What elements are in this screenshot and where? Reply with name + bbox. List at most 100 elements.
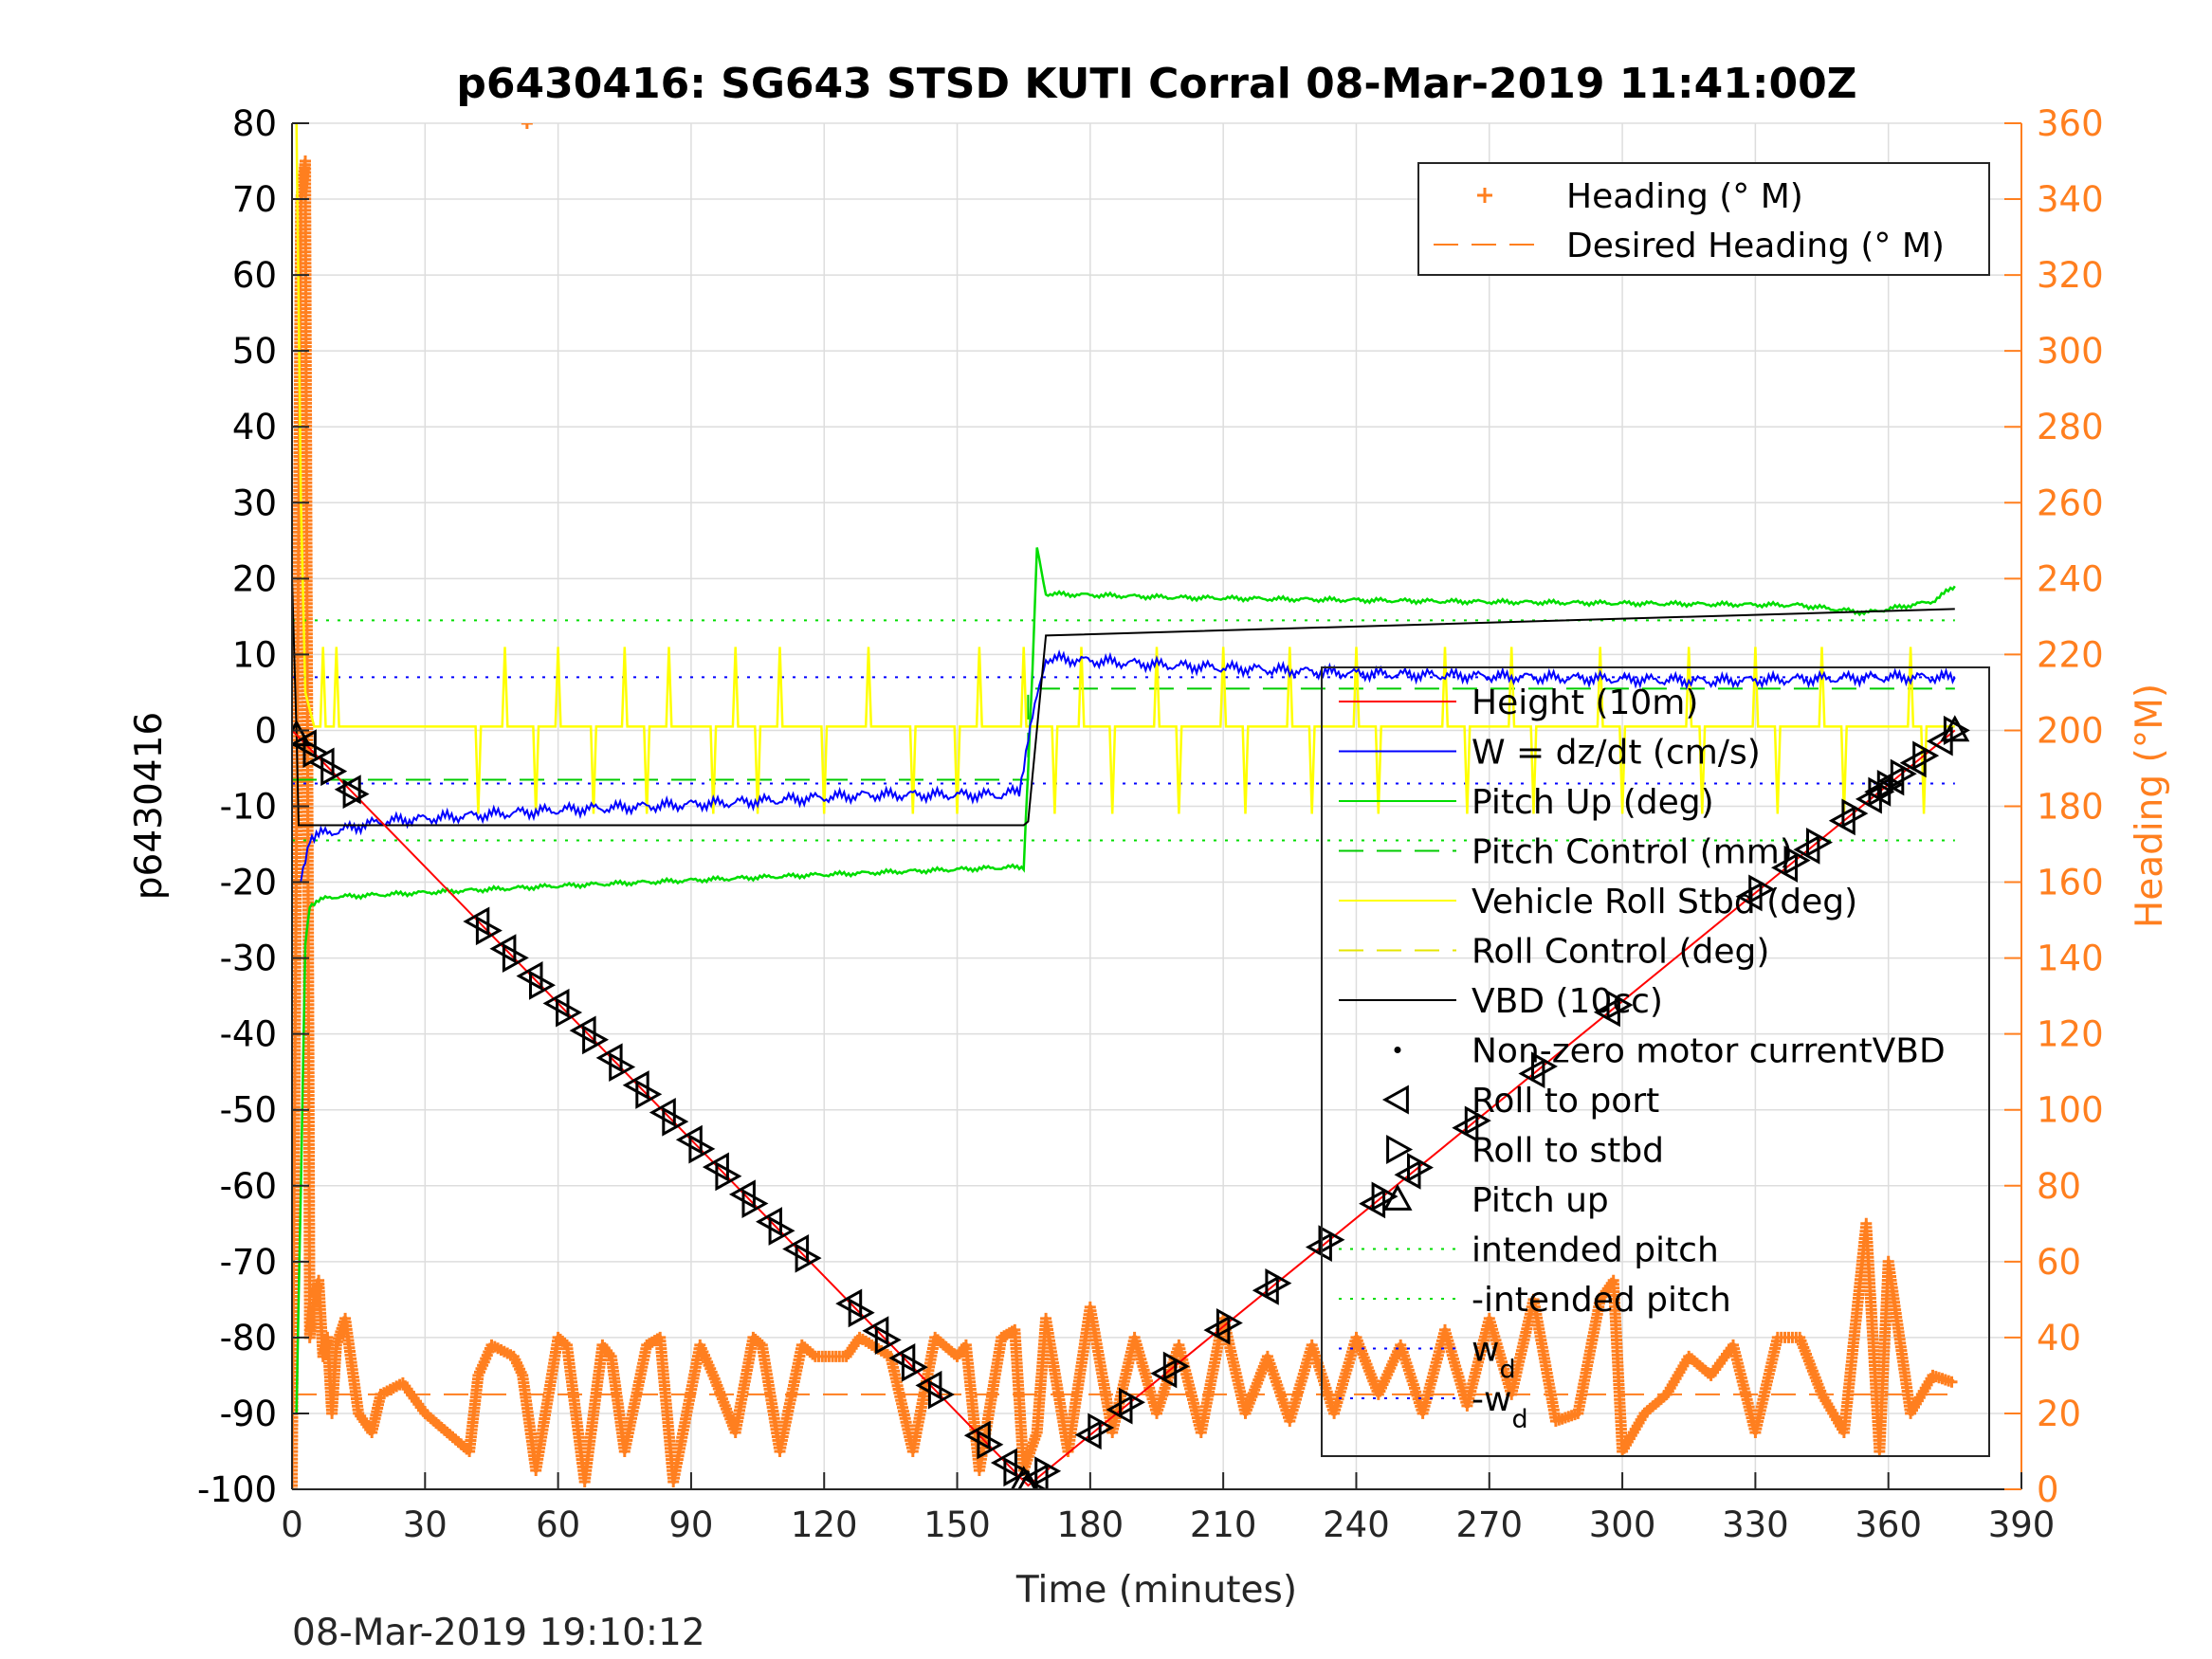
roll-to-stbd-marker xyxy=(1265,1268,1292,1299)
y-left-tick-label: -20 xyxy=(220,863,277,903)
x-tick-label: 150 xyxy=(923,1504,991,1545)
y-right-tick-label: 360 xyxy=(2037,103,2104,144)
y-left-tick-label: -10 xyxy=(220,787,277,828)
roll-to-stbd-marker xyxy=(475,916,503,946)
legend-heading-label: Heading (° M) xyxy=(1566,177,1803,216)
y-left-tick-label: 70 xyxy=(232,179,277,220)
y-axis-label-right: Heading (°M) xyxy=(2129,684,2171,928)
legend-swatch-dot xyxy=(1394,1047,1401,1053)
legend-swatch-tri-left xyxy=(1381,1085,1409,1115)
roll-to-stbd-marker xyxy=(556,997,583,1028)
legend-main-label: VBD (10cc) xyxy=(1472,982,1663,1021)
legend-main-label: intended pitch xyxy=(1472,1231,1719,1270)
legend-main: Height (10m) W = dz/dt (cm/s) Pitch Up (de… xyxy=(1321,666,1990,1457)
legend-main-label: Roll Control (deg) xyxy=(1472,933,1769,972)
y-left-tick-label: -80 xyxy=(220,1318,277,1358)
x-tick-label: 60 xyxy=(536,1504,580,1545)
axes: 0 30 60 90 120 150 180 210 240 270 300 330 360 390807… xyxy=(197,103,2104,1545)
y-right-tick-label: 100 xyxy=(2037,1090,2104,1131)
x-tick-label: 0 xyxy=(281,1504,303,1545)
roll-to-stbd-marker xyxy=(1890,758,1917,789)
y-left-tick-label: -50 xyxy=(220,1090,277,1131)
legend-label-subscript: d xyxy=(1499,1356,1515,1385)
legend-main-label: Pitch Up (deg) xyxy=(1472,783,1714,822)
pitch-up-marker xyxy=(1940,715,1970,742)
roll-to-stbd-marker xyxy=(1371,1181,1398,1212)
roll-to-stbd-marker xyxy=(768,1215,795,1246)
y-right-tick-label: 160 xyxy=(2037,863,2104,903)
roll-to-stbd-marker xyxy=(1806,828,1833,858)
figure-timestamp: 08-Mar-2019 19:10:12 xyxy=(292,1612,705,1654)
roll-to-stbd-marker xyxy=(609,1051,636,1083)
roll-to-stbd-marker xyxy=(1841,798,1869,829)
y-right-tick-label: 80 xyxy=(2037,1166,2081,1207)
legend-main-label: Roll to stbd xyxy=(1472,1132,1664,1171)
event-markers-layer xyxy=(292,715,1970,1489)
y-left-tick-label: -60 xyxy=(220,1166,277,1207)
y-left-tick-label: -70 xyxy=(220,1242,277,1283)
x-tick-label: 210 xyxy=(1190,1504,1257,1545)
legend-heading: Heading (° M) Desired Heading (° M) xyxy=(1417,162,1990,276)
roll-to-stbd-marker xyxy=(848,1298,875,1328)
y-right-tick-label: 200 xyxy=(2037,710,2104,751)
legend-main-label: Pitch Control (mm) xyxy=(1472,833,1793,872)
y-right-tick-label: 340 xyxy=(2037,179,2104,220)
legend-main-label: Non-zero motor currentVBD xyxy=(1472,1032,1946,1071)
roll-to-stbd-marker xyxy=(342,779,370,810)
y-left-tick-label: 10 xyxy=(232,634,277,675)
roll-to-stbd-marker xyxy=(715,1161,742,1192)
roll-to-stbd-marker xyxy=(1464,1105,1491,1136)
y-left-tick-label: 40 xyxy=(232,407,277,447)
pitch-up-marker xyxy=(1010,1466,1037,1489)
x-tick-label: 30 xyxy=(403,1504,448,1545)
x-tick-label: 390 xyxy=(1988,1504,2056,1545)
y-axis-label-left: p6430416 xyxy=(128,712,171,900)
x-tick-label: 180 xyxy=(1057,1504,1124,1545)
y-right-tick-label: 40 xyxy=(2037,1318,2081,1358)
legend-label-subscript: d xyxy=(1511,1405,1527,1434)
roll-to-stbd-marker xyxy=(635,1079,663,1109)
chart-title: p6430416: SG643 STSD KUTI Corral 08-Mar-… xyxy=(456,60,1856,108)
legend-swatch-tri-up xyxy=(1382,1183,1413,1211)
roll-to-stbd-marker xyxy=(1531,1051,1558,1082)
x-tick-label: 300 xyxy=(1589,1504,1656,1545)
legend-main-label: W = dz/dt (cm/s) xyxy=(1472,734,1761,773)
y-left-tick-label: 30 xyxy=(232,483,277,523)
roll-to-stbd-marker xyxy=(1003,1457,1031,1487)
roll-to-stbd-marker xyxy=(320,757,348,787)
roll-to-stbd-marker xyxy=(1119,1387,1145,1417)
y-right-tick-label: 240 xyxy=(2037,558,2104,599)
y-left-tick-label: -90 xyxy=(220,1394,277,1434)
vehicle-roll-line xyxy=(295,123,1955,814)
y-right-tick-label: 20 xyxy=(2037,1394,2081,1434)
legend-swatch-plus xyxy=(1477,188,1492,203)
roll-to-stbd-marker xyxy=(874,1324,902,1355)
y-right-tick-label: 60 xyxy=(2037,1242,2081,1283)
y-right-tick-label: 280 xyxy=(2037,407,2104,447)
roll-to-stbd-marker xyxy=(795,1243,822,1273)
height-line xyxy=(292,729,1956,1487)
roll-to-stbd-marker xyxy=(1162,1351,1190,1381)
x-axis-label: Time (minutes) xyxy=(1015,1569,1297,1612)
roll-to-stbd-marker xyxy=(1876,770,1904,800)
x-tick-label: 90 xyxy=(668,1504,713,1545)
x-tick-label: 270 xyxy=(1455,1504,1523,1545)
roll-to-stbd-marker xyxy=(688,1134,716,1164)
roll-to-stbd-marker xyxy=(741,1188,769,1219)
roll-to-stbd-marker xyxy=(1748,874,1776,904)
y-left-tick-label: -100 xyxy=(197,1469,277,1510)
w-line xyxy=(300,648,1956,883)
legend-heading-box xyxy=(1417,162,1990,276)
roll-to-stbd-marker xyxy=(582,1025,610,1055)
y-left-tick-label: 20 xyxy=(232,558,277,599)
roll-to-stbd-marker xyxy=(1088,1413,1115,1443)
pitch-up-marker xyxy=(292,720,312,747)
y-right-tick-label: 320 xyxy=(2037,255,2104,296)
y-left-tick-label: -30 xyxy=(220,939,277,979)
y-left-tick-label: 50 xyxy=(232,331,277,372)
y-left-tick-label: 80 xyxy=(232,103,277,144)
y-right-tick-label: 140 xyxy=(2037,939,2104,979)
y-right-tick-label: 300 xyxy=(2037,331,2104,372)
y-right-tick-label: 180 xyxy=(2037,787,2104,828)
